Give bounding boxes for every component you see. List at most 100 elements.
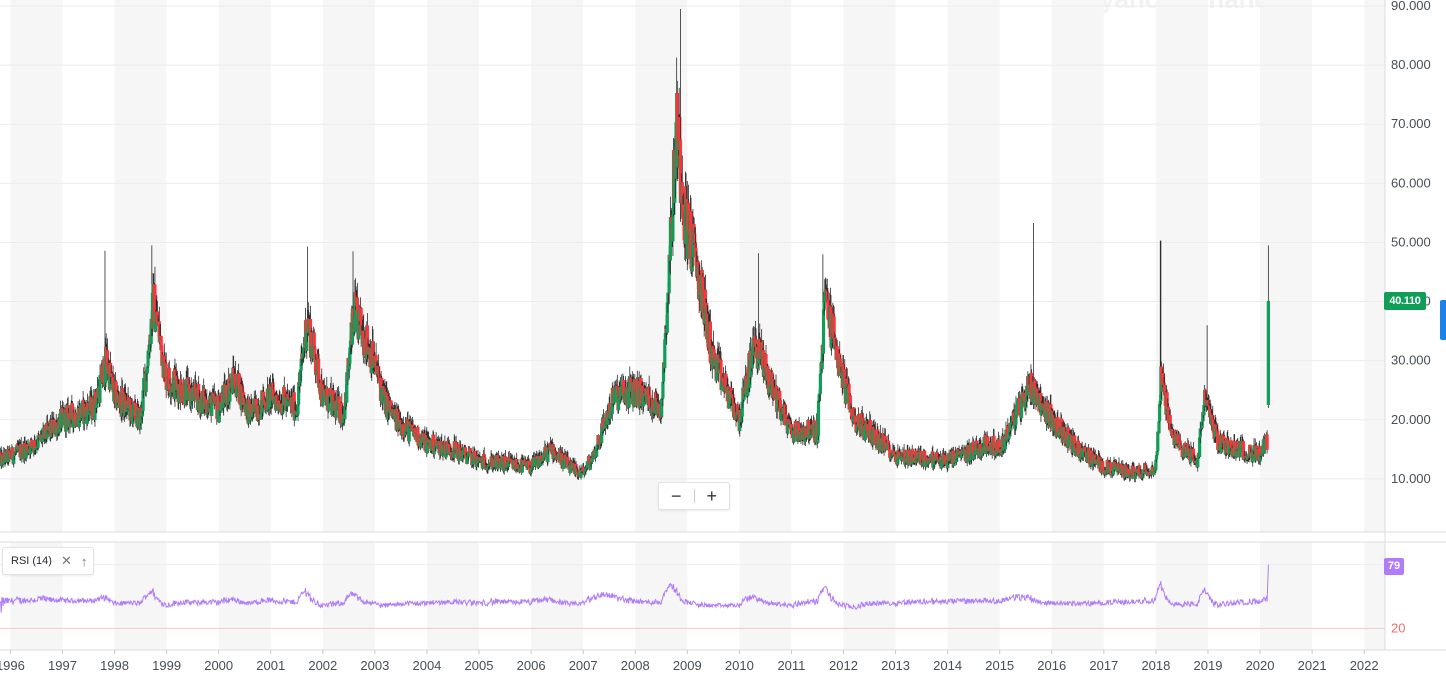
zoom-out-button[interactable]: −: [670, 486, 682, 506]
candle-body: [287, 396, 291, 399]
candle-body: [792, 427, 796, 442]
candle-body: [1143, 463, 1147, 465]
candle-body: [665, 302, 669, 333]
candle-body: [1139, 473, 1143, 478]
candle-body: [532, 457, 536, 459]
candle-body: [159, 336, 163, 346]
zoom-in-button[interactable]: +: [706, 486, 717, 506]
candle-body: [730, 388, 734, 398]
x-tick-label: 2017: [1089, 658, 1118, 673]
candle-body: [465, 456, 469, 464]
candle-body: [1227, 453, 1231, 456]
candle-body: [738, 409, 743, 420]
candle-body: [992, 435, 996, 451]
candle-body: [647, 386, 651, 396]
candle-body: [954, 457, 959, 463]
candle-body: [523, 459, 528, 462]
candle-body: [590, 458, 594, 463]
x-tick-label: 2015: [985, 658, 1014, 673]
candle-body: [1133, 476, 1137, 479]
candle-body: [312, 332, 316, 348]
candle-body: [263, 399, 267, 403]
candle-body: [186, 377, 190, 381]
candle-body: [813, 441, 817, 443]
candle-body: [733, 403, 737, 413]
candle-body: [187, 380, 191, 385]
panel-scroll-tab[interactable]: [1440, 300, 1446, 340]
candle-body: [771, 379, 776, 397]
candle-body: [1178, 440, 1182, 445]
candle-body: [1111, 465, 1116, 475]
candle-body: [761, 350, 766, 377]
candle-body: [959, 451, 964, 459]
candle-body: [835, 346, 839, 360]
candle-body: [661, 381, 665, 399]
candle-body: [1258, 454, 1262, 462]
candle-body: [365, 325, 369, 353]
candle-body: [1067, 439, 1071, 447]
candle-body: [885, 449, 889, 451]
candle-body: [1061, 436, 1065, 443]
candle-body: [744, 375, 748, 379]
candle-body: [933, 460, 937, 466]
candle-body: [568, 463, 573, 474]
candle-body: [1127, 468, 1131, 477]
candle-body: [659, 417, 663, 419]
candle-body: [936, 456, 940, 459]
candle-body: [1158, 400, 1162, 404]
candle-body: [735, 415, 739, 420]
candle-body: [1206, 400, 1210, 406]
candle-body: [12, 454, 16, 456]
candle-body: [1233, 440, 1237, 456]
candle-body: [581, 466, 586, 471]
candle-body: [583, 471, 587, 475]
candle-body: [355, 298, 359, 313]
candle-body: [538, 458, 543, 467]
x-tick-label: 2004: [412, 658, 441, 673]
x-tick-label: 2016: [1037, 658, 1066, 673]
candle-body: [219, 401, 223, 411]
arrow-up-icon[interactable]: ↑: [80, 553, 88, 569]
candle-body: [163, 361, 168, 364]
x-tick-label: 2013: [881, 658, 910, 673]
candle-body: [596, 435, 601, 444]
candle-body: [497, 455, 501, 462]
candle-body: [322, 388, 326, 390]
candle-body: [1154, 459, 1158, 471]
candle-body: [310, 332, 314, 347]
candle-body: [1248, 444, 1252, 453]
candle-body: [194, 387, 198, 397]
candle-body: [830, 338, 834, 348]
candle-body: [20, 455, 24, 459]
candle-body: [1019, 394, 1024, 419]
candle-body: [488, 463, 492, 466]
close-icon[interactable]: ✕: [60, 553, 72, 568]
candle-body: [948, 459, 952, 462]
candle-body: [797, 422, 801, 439]
candle-body: [828, 305, 832, 307]
x-tick-label: 1997: [48, 658, 77, 673]
x-tick-label: 2003: [360, 658, 389, 673]
candle-body: [444, 448, 448, 458]
candle-body: [768, 385, 772, 393]
candle-body: [64, 410, 68, 432]
candle-body: [886, 440, 891, 445]
candle-body: [67, 412, 71, 419]
candle-body: [1099, 472, 1104, 474]
candle-body: [1012, 412, 1016, 422]
x-tick-label: 2012: [829, 658, 858, 673]
candle-body: [425, 438, 429, 454]
candle-body: [15, 444, 20, 446]
candle-body: [380, 377, 384, 388]
candle-body: [197, 398, 201, 400]
candle-body: [350, 308, 354, 345]
candle-body: [435, 439, 439, 444]
candle-body: [1236, 440, 1240, 449]
candle-body: [873, 429, 877, 445]
candle-body: [693, 243, 698, 249]
candle-body: [228, 388, 232, 402]
candle-body: [1087, 448, 1091, 464]
candle-body: [1234, 445, 1239, 458]
candle-body: [491, 466, 495, 470]
